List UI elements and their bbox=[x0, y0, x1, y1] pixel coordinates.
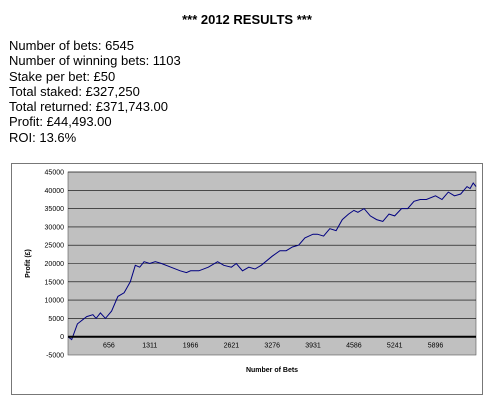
x-tick-label: 4586 bbox=[346, 343, 362, 350]
y-tick-label: 35000 bbox=[45, 206, 65, 213]
y-tick-label: 25000 bbox=[45, 243, 65, 250]
stat-profit: Profit: £44,493.00 bbox=[9, 114, 112, 130]
y-tick-label: 15000 bbox=[45, 279, 65, 286]
y-tick-label: 0 bbox=[60, 334, 64, 341]
page-title: *** 2012 RESULTS *** bbox=[182, 12, 312, 27]
y-tick-label: 30000 bbox=[45, 224, 65, 231]
y-axis-title: Profit (£) bbox=[25, 249, 32, 278]
x-tick-label: 3931 bbox=[305, 343, 321, 350]
x-tick-label: 2621 bbox=[224, 343, 240, 350]
y-tick-label: 40000 bbox=[45, 188, 65, 195]
stat-number-of-bets: Number of bets: 6545 bbox=[9, 38, 135, 53]
stat-total-staked: Total staked: £327,250 bbox=[9, 83, 140, 99]
y-tick-label: -5000 bbox=[46, 353, 64, 360]
y-tick-label: 5000 bbox=[48, 316, 64, 323]
y-tick-label: 20000 bbox=[45, 261, 65, 268]
profit-series-line bbox=[67, 182, 477, 341]
stat-roi: ROI: 13.6% bbox=[9, 129, 77, 145]
stat-stake-per-bet: Stake per bet: £50 bbox=[9, 68, 116, 84]
y-axis-ticks: -5000 0 5000 10000 15000 20000 25000 30000 35000… bbox=[45, 170, 65, 360]
x-tick-label: 3276 bbox=[264, 343, 280, 350]
x-tick-label: 1966 bbox=[183, 343, 199, 350]
x-axis-title: Number of Bets bbox=[246, 367, 298, 374]
x-tick-label: 5241 bbox=[387, 343, 403, 350]
stat-total-returned: Total returned: £371,743.00 bbox=[9, 99, 169, 115]
x-tick-label: 1311 bbox=[142, 343, 157, 350]
y-tick-label: 10000 bbox=[45, 298, 65, 305]
y-tick-label: 45000 bbox=[45, 170, 65, 177]
x-tick-label: 656 bbox=[103, 343, 115, 350]
x-tick-label: 5896 bbox=[428, 343, 444, 350]
results-summary: Number of bets: 6545 Number of winning b… bbox=[9, 38, 181, 145]
stat-winning-bets: Number of winning bets: 1103 bbox=[9, 53, 181, 69]
x-axis-ticks: 656 1311 1966 2621 3276 3931 4586 5241 5896 bbox=[103, 343, 443, 350]
